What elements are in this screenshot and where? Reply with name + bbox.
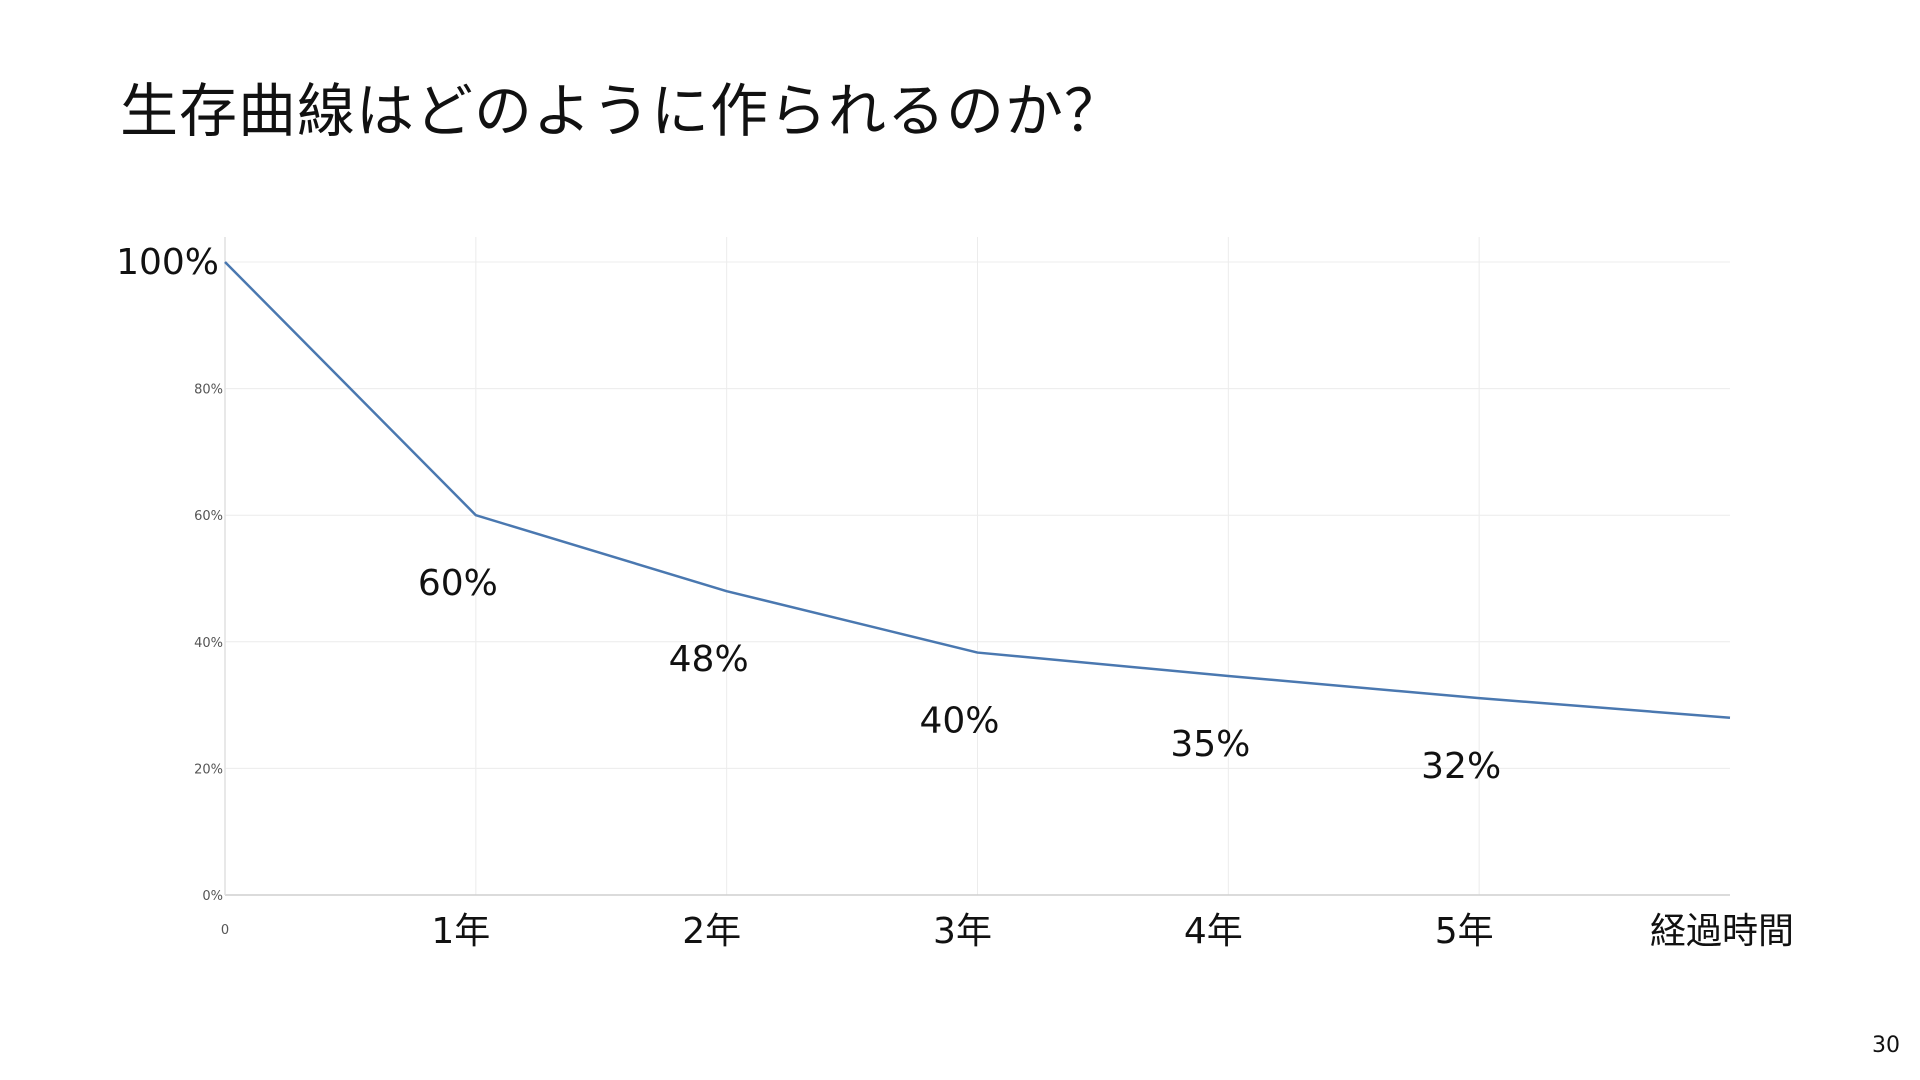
data-label: 60%: [418, 563, 498, 604]
y-tick-label: 20%: [194, 762, 223, 777]
y-tick-label: 40%: [194, 636, 223, 651]
data-label: 100%: [116, 242, 219, 283]
x-tick-label: 0: [221, 923, 229, 938]
x-tick-label: 4年: [1184, 911, 1243, 952]
x-tick-label: 経過時間: [1650, 911, 1794, 952]
y-tick-labels: 0% 20% 40% 60% 80%: [194, 383, 223, 904]
x-tick-label: 3年: [933, 911, 992, 952]
data-label: 40%: [919, 701, 999, 742]
data-label: 32%: [1421, 746, 1501, 787]
slide-title: 生存曲線はどのように作られるのか？: [120, 77, 1124, 145]
y-tick-label: 80%: [194, 383, 223, 398]
x-tick-label: 1年: [431, 911, 490, 952]
data-label: 35%: [1170, 724, 1250, 765]
page-number: 30: [1872, 1033, 1900, 1058]
x-tick-label: 5年: [1435, 911, 1494, 952]
x-tick-label: 2年: [682, 911, 741, 952]
y-tick-label: 0%: [202, 889, 223, 904]
x-tick-labels: 0 1年 2年 3年 4年 5年 経過時間: [221, 911, 1794, 952]
axes: [224, 237, 1730, 896]
data-label: 48%: [669, 639, 749, 680]
series: [224, 261, 1731, 720]
y-tick-label: 60%: [194, 509, 223, 524]
data-annotations: 100% 60% 48% 40% 35% 32%: [116, 242, 1501, 787]
